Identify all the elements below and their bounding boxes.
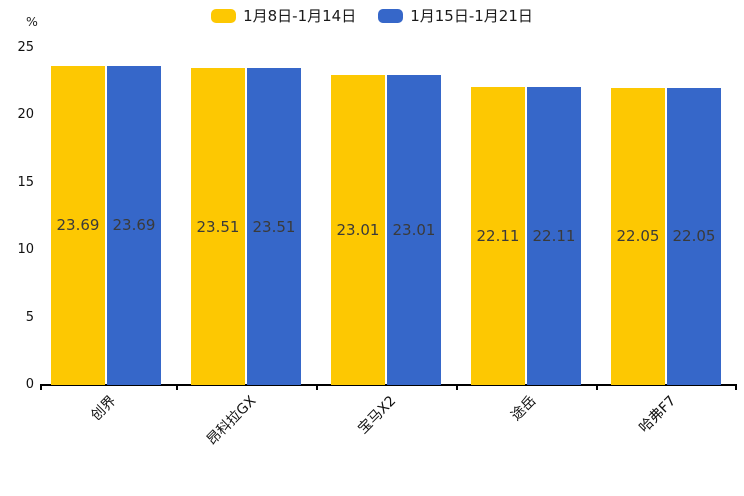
bar-series-0-昂科拉GX	[191, 68, 245, 385]
bar-value-label: 23.51	[196, 217, 240, 236]
legend-series-label: 1月15日-1月21日	[410, 7, 533, 25]
y-axis-tick-label: 10	[17, 242, 34, 258]
y-axis-tick-label: 0	[25, 377, 34, 392]
x-axis-category-label: 宝马X2	[355, 393, 400, 438]
bar-series-1-昂科拉GX	[247, 68, 301, 385]
bar-series-0-创界	[51, 65, 105, 385]
bar-value-label: 22.05	[616, 227, 660, 246]
x-axis-category-label: 途岳	[508, 393, 540, 425]
bar-value-label: 23.01	[392, 220, 436, 239]
x-axis-tick-mark	[596, 384, 598, 390]
bar-series-1-宝马X2	[387, 74, 441, 385]
x-axis-tick-mark	[316, 384, 318, 390]
x-axis-tick-mark	[40, 384, 42, 390]
bar-value-label: 22.11	[532, 226, 576, 245]
bar-series-0-途岳	[471, 86, 525, 385]
x-axis-tick-mark	[176, 384, 178, 390]
bar-series-0-哈弗F7	[611, 87, 665, 385]
bar-value-label: 23.01	[336, 220, 380, 239]
x-axis-category-label: 哈弗F7	[636, 393, 680, 437]
bar-series-1-创界	[107, 65, 161, 385]
legend-series-label: 1月8日-1月14日	[243, 7, 357, 25]
x-axis-line	[40, 384, 737, 386]
y-axis-unit-label: %	[26, 14, 38, 29]
x-axis-tick-mark	[456, 384, 458, 390]
x-axis-category-label: 昂科拉GX	[203, 393, 260, 449]
legend-item-series-0: 1月8日-1月14日	[211, 5, 356, 26]
bar-series-0-宝马X2	[331, 74, 385, 385]
bar-value-label: 23.69	[56, 216, 100, 235]
bar-series-1-途岳	[527, 86, 581, 385]
y-axis-tick-label: 25	[17, 40, 34, 55]
x-axis-tick-mark	[735, 384, 737, 390]
bar-value-label: 23.51	[252, 217, 296, 236]
bar-series-1-哈弗F7	[667, 87, 721, 385]
legend-swatch-icon	[378, 8, 404, 23]
legend-item-series-1: 1月15日-1月21日	[378, 5, 533, 26]
legend-swatch-icon	[211, 8, 237, 23]
bar-value-label: 23.69	[112, 216, 156, 235]
x-axis-category-label: 创界	[88, 393, 120, 425]
y-axis-tick-label: 20	[17, 107, 34, 123]
bar-value-label: 22.11	[476, 226, 520, 245]
bar-value-label: 22.05	[672, 227, 716, 246]
y-axis-tick-label: 5	[25, 309, 34, 325]
chart-legend: 1月8日-1月14日 1月15日-1月21日	[0, 5, 744, 26]
y-axis-tick-label: 15	[17, 174, 34, 190]
